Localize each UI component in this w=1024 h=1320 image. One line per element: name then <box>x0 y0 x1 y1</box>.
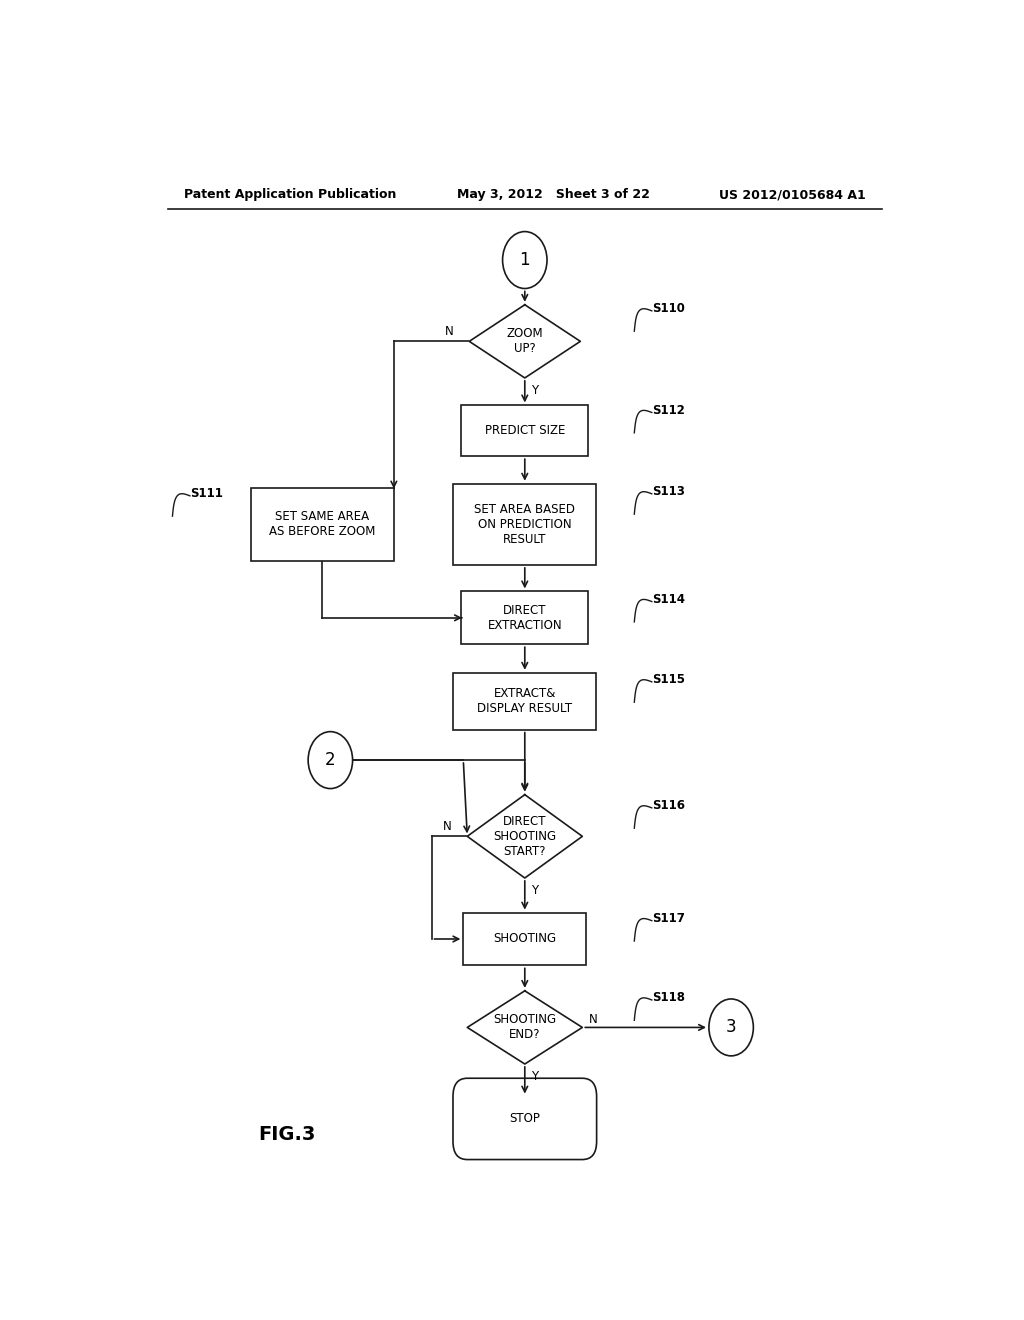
Text: S110: S110 <box>652 302 685 315</box>
Text: S114: S114 <box>652 593 685 606</box>
Text: SET AREA BASED
ON PREDICTION
RESULT: SET AREA BASED ON PREDICTION RESULT <box>474 503 575 545</box>
Text: Y: Y <box>531 1069 539 1082</box>
Text: 1: 1 <box>519 251 530 269</box>
Text: Y: Y <box>531 883 539 896</box>
Text: May 3, 2012   Sheet 3 of 22: May 3, 2012 Sheet 3 of 22 <box>458 189 650 202</box>
Text: EXTRACT&
DISPLAY RESULT: EXTRACT& DISPLAY RESULT <box>477 688 572 715</box>
Text: 2: 2 <box>325 751 336 770</box>
FancyBboxPatch shape <box>453 1078 597 1159</box>
Bar <box>251 487 394 561</box>
Text: N: N <box>443 820 452 833</box>
Bar <box>454 673 596 730</box>
Text: DIRECT
EXTRACTION: DIRECT EXTRACTION <box>487 603 562 632</box>
Text: SHOOTING
END?: SHOOTING END? <box>494 1014 556 1041</box>
Text: N: N <box>589 1012 597 1026</box>
Text: SET SAME AREA
AS BEFORE ZOOM: SET SAME AREA AS BEFORE ZOOM <box>269 511 376 539</box>
Circle shape <box>503 231 547 289</box>
Text: Patent Application Publication: Patent Application Publication <box>183 189 396 202</box>
Text: S117: S117 <box>652 912 685 925</box>
Text: STOP: STOP <box>509 1113 541 1126</box>
Text: S116: S116 <box>652 800 685 812</box>
Text: Y: Y <box>531 384 539 396</box>
Bar <box>454 483 596 565</box>
Text: DIRECT
SHOOTING
START?: DIRECT SHOOTING START? <box>494 814 556 858</box>
Text: S112: S112 <box>652 404 685 417</box>
Text: PREDICT SIZE: PREDICT SIZE <box>484 424 565 437</box>
Text: N: N <box>445 325 454 338</box>
Polygon shape <box>467 991 583 1064</box>
Text: S113: S113 <box>652 486 685 498</box>
Text: SHOOTING: SHOOTING <box>494 932 556 945</box>
Polygon shape <box>469 305 581 378</box>
Text: S111: S111 <box>189 487 223 500</box>
Text: 3: 3 <box>726 1019 736 1036</box>
Text: S115: S115 <box>652 673 685 686</box>
Text: S118: S118 <box>652 991 685 1005</box>
Circle shape <box>709 999 754 1056</box>
Polygon shape <box>467 795 583 878</box>
Text: ZOOM
UP?: ZOOM UP? <box>507 327 543 355</box>
Bar <box>461 405 588 457</box>
Bar <box>461 591 588 644</box>
Circle shape <box>308 731 352 788</box>
Text: US 2012/0105684 A1: US 2012/0105684 A1 <box>719 189 866 202</box>
Text: FIG.3: FIG.3 <box>258 1125 315 1143</box>
Bar <box>463 912 587 965</box>
